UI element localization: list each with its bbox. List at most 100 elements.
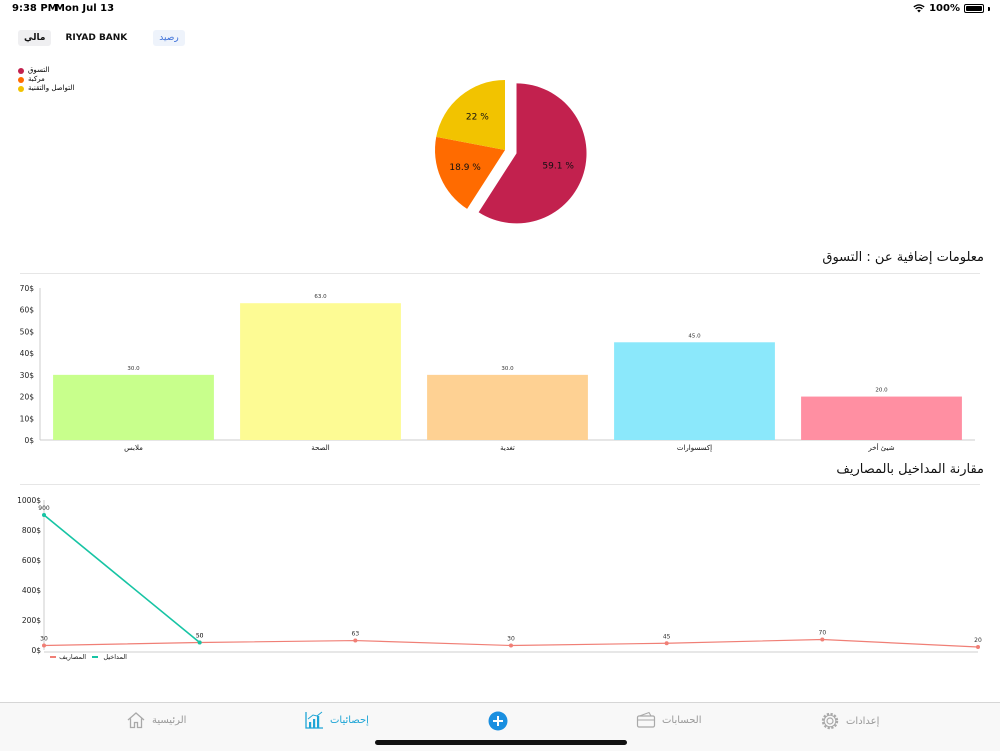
divider — [20, 484, 980, 485]
data-label: 50 — [196, 633, 204, 640]
legend-label-income: المداخيل — [103, 653, 127, 661]
section-prefix: معلومات إضافية عن : — [866, 250, 984, 265]
pie-slice — [478, 83, 587, 224]
x-tick-label: تغدية — [500, 444, 515, 452]
legend-label-expenses: المصاريف — [59, 653, 86, 661]
data-point — [197, 640, 202, 645]
data-point — [353, 638, 358, 643]
status-indicators: 100% — [913, 3, 990, 14]
bar-value-label: 30.0 — [127, 366, 140, 372]
tab-label: إعدادات — [846, 715, 880, 727]
y-tick-label: 200$ — [22, 616, 41, 625]
legend-item-communication: التواصل والتقنية — [18, 84, 74, 93]
y-tick-label: 70$ — [20, 284, 35, 293]
tab-label: إحصائيات — [330, 714, 369, 726]
data-label: 63 — [352, 631, 360, 638]
legend-item-shopping: التسوق — [18, 66, 74, 75]
data-label: 20 — [974, 637, 982, 644]
y-tick-label: 0$ — [31, 646, 41, 655]
data-point — [976, 645, 980, 649]
tab-riyad-bank[interactable]: RIYAD BANK — [59, 30, 134, 46]
bar-value-label: 20.0 — [875, 388, 888, 394]
section-category: التسوق — [822, 250, 863, 265]
legend-label: التسوق — [28, 66, 50, 74]
bar-chart: 0$ 10$ 20$ 30$ 40$ 50$ 60$ 70$ 30.0 ملابس 63.0 الصح… — [20, 284, 975, 452]
battery-percent: 100% — [929, 3, 960, 14]
y-tick-label: 400$ — [22, 586, 41, 595]
pie-slice-label: 22 % — [466, 113, 489, 123]
comparison-title: مقارنة المداخيل بالمصاريف — [836, 462, 984, 477]
series-line — [43, 514, 201, 644]
bar-value-label: 30.0 — [501, 366, 514, 372]
data-label: 45 — [663, 633, 671, 640]
tab-settings[interactable]: إعدادات — [820, 711, 879, 731]
data-point — [42, 643, 46, 648]
x-tick-label: ملابس — [124, 444, 143, 452]
data-label: 30 — [507, 636, 515, 643]
pie-slice — [436, 80, 505, 150]
shopping-info-title: معلومات إضافية عن : التسوق — [822, 250, 984, 265]
bar — [801, 396, 962, 440]
y-tick-label: 800$ — [22, 526, 41, 535]
legend-dot — [18, 67, 24, 74]
tab-statistics[interactable]: إحصائيات — [304, 711, 369, 729]
account-tabs: مالي RIYAD BANK رصيد — [18, 30, 185, 46]
pie-legend: التسوق مركبة التواصل والتقنية — [18, 66, 74, 93]
home-indicator — [375, 740, 627, 745]
stats-icon — [305, 711, 323, 729]
x-tick-label: شيئ أخر — [867, 443, 894, 452]
status-date: Mon Jul 13 — [55, 3, 115, 14]
y-tick-label: 600$ — [22, 556, 41, 565]
y-tick-label: 50$ — [20, 327, 35, 336]
y-tick-label: 60$ — [20, 306, 35, 315]
home-icon — [127, 712, 145, 729]
y-tick-label: 0$ — [24, 436, 34, 445]
data-label: 50 — [196, 633, 204, 640]
legend-dot — [18, 85, 24, 92]
legend-dot — [18, 76, 24, 83]
tab-label: الرئيسية — [152, 714, 187, 726]
y-tick-label: 40$ — [20, 349, 35, 358]
y-tick-label: 1000$ — [17, 496, 41, 505]
y-tick-label: 20$ — [20, 393, 35, 402]
battery-icon — [964, 4, 984, 13]
y-tick-label: 10$ — [20, 414, 35, 423]
data-point — [664, 641, 669, 646]
pie-slice — [435, 136, 505, 209]
battery-tip — [988, 6, 990, 11]
pie-slice-label: 59.1 % — [542, 162, 574, 172]
pie-chart: 59.1 % 18.9 % 22 % — [435, 80, 587, 224]
tab-home[interactable]: الرئيسية — [126, 711, 186, 729]
tab-accounts[interactable]: الحسابات — [636, 711, 702, 729]
data-label: 900 — [38, 505, 50, 512]
tab-balance[interactable]: رصيد — [153, 30, 185, 46]
bar-value-label: 63.0 — [314, 294, 327, 300]
y-tick-label: 30$ — [20, 371, 35, 380]
bar — [614, 342, 775, 440]
line-chart: 0$ 200$ 400$ 600$ 800$ 1000$ 30 50 63 30 45 70 20 900… — [17, 496, 982, 661]
wifi-icon — [913, 4, 925, 13]
data-point — [509, 643, 513, 648]
wallet-icon — [636, 711, 656, 728]
legend-label: التواصل والتقنية — [28, 84, 75, 92]
data-label: 70 — [819, 630, 827, 637]
tab-label: الحسابات — [662, 714, 702, 726]
gear-icon — [821, 712, 839, 730]
legend-label: مركبة — [28, 75, 45, 83]
add-icon — [488, 711, 508, 731]
bar-value-label: 45.0 — [688, 333, 701, 339]
data-point — [820, 637, 825, 642]
status-time: 9:38 PM — [12, 3, 58, 14]
add-button[interactable] — [488, 711, 508, 731]
bar — [240, 303, 401, 440]
x-tick-label: الصحة — [311, 444, 329, 452]
pie-slice-label: 18.9 % — [449, 163, 481, 173]
bar — [427, 374, 588, 440]
status-bar: 9:38 PM Mon Jul 13 100% — [0, 0, 1000, 18]
bar — [53, 374, 214, 440]
legend-item-vehicle: مركبة — [18, 75, 74, 84]
tab-mali[interactable]: مالي — [18, 30, 52, 46]
data-label: 30 — [40, 636, 48, 643]
x-tick-label: إكسسوارات — [677, 444, 712, 452]
data-point — [42, 513, 46, 517]
